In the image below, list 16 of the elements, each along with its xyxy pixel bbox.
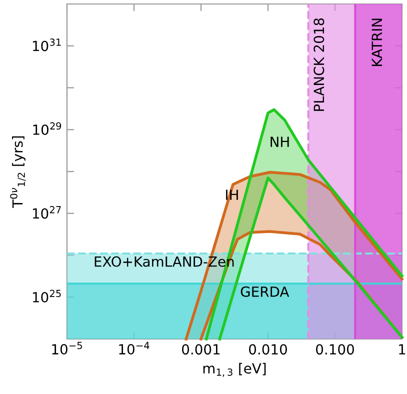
x-tick-label: 0.001 <box>182 344 220 355</box>
band-label: PLANCK 2018 <box>314 18 324 111</box>
band-label: KATRIN <box>372 18 382 66</box>
y-tick-label: 10$^{31}$ <box>32 38 61 52</box>
x-tick-label: 0.100 <box>316 344 354 355</box>
band-label: GERDA <box>240 286 290 297</box>
x-tick-label: 0.010 <box>249 344 287 355</box>
x-tick-label: 1 <box>399 344 406 354</box>
x-tick-label: 10$^{−5}$ <box>52 342 82 355</box>
x-axis-title: m$_{1,3}$ [eV] <box>203 362 266 377</box>
y-axis-title: T$^{0ν}$$_{1/2}$ [yrs] <box>10 136 26 208</box>
annotation: NH <box>270 136 289 147</box>
x-tick-label: 10$^{−4}$ <box>119 342 150 355</box>
y-tick-label: 10$^{25}$ <box>32 290 61 302</box>
y-tick-label: 10$^{29}$ <box>33 122 62 135</box>
y-tick-label: 10$^{27}$ <box>32 206 61 219</box>
